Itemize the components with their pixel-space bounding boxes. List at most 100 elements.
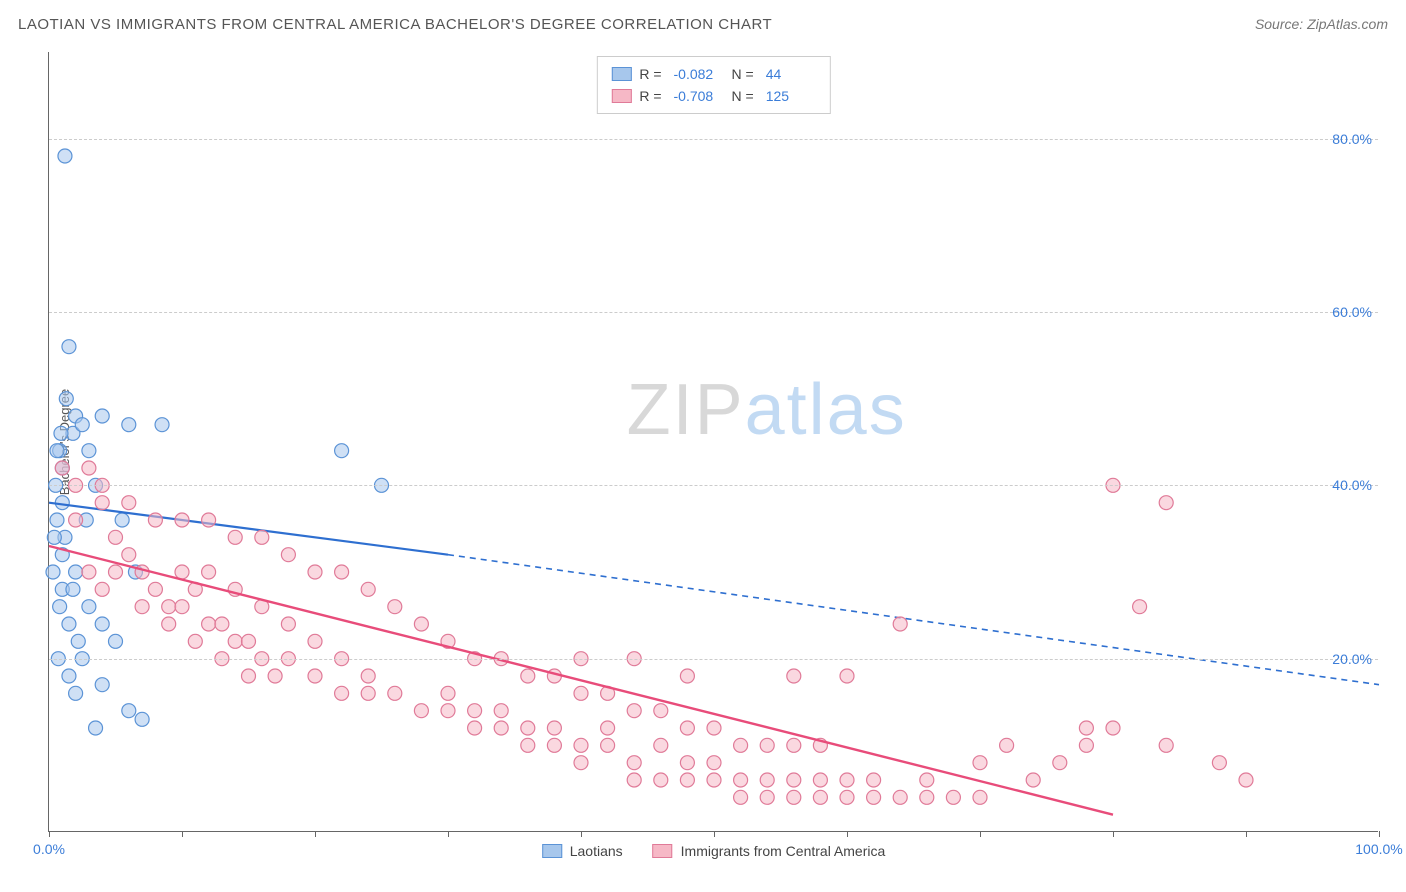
xtick — [448, 831, 449, 837]
xtick — [49, 831, 50, 837]
scatter-point — [75, 418, 89, 432]
scatter-point — [62, 669, 76, 683]
series-legend: Laotians Immigrants from Central America — [542, 843, 886, 859]
scatter-point — [574, 686, 588, 700]
xtick — [581, 831, 582, 837]
xtick-label: 0.0% — [33, 841, 65, 857]
scatter-point — [468, 721, 482, 735]
scatter-point — [82, 565, 96, 579]
scatter-point — [46, 565, 60, 579]
trend-line-solid — [49, 546, 1113, 815]
scatter-point — [441, 686, 455, 700]
scatter-point — [547, 738, 561, 752]
gridline — [49, 659, 1378, 660]
n-value-1: 44 — [766, 63, 816, 85]
scatter-point — [867, 773, 881, 787]
scatter-point — [760, 773, 774, 787]
xtick — [315, 831, 316, 837]
scatter-point — [1239, 773, 1253, 787]
scatter-point — [627, 773, 641, 787]
scatter-point — [521, 721, 535, 735]
scatter-point — [1106, 721, 1120, 735]
scatter-point — [521, 669, 535, 683]
scatter-point — [654, 704, 668, 718]
scatter-point — [268, 669, 282, 683]
scatter-point — [840, 773, 854, 787]
scatter-point — [494, 721, 508, 735]
scatter-point — [109, 634, 123, 648]
scatter-point — [69, 513, 83, 527]
scatter-point — [388, 686, 402, 700]
scatter-point — [148, 582, 162, 596]
xtick — [182, 831, 183, 837]
scatter-point — [82, 600, 96, 614]
n-label-2: N = — [732, 85, 754, 107]
scatter-point — [441, 704, 455, 718]
scatter-point — [162, 600, 176, 614]
r-value-2: -0.708 — [674, 85, 724, 107]
scatter-point — [361, 686, 375, 700]
scatter-point — [122, 548, 136, 562]
scatter-point — [734, 773, 748, 787]
r-value-1: -0.082 — [674, 63, 724, 85]
scatter-point — [95, 496, 109, 510]
scatter-point — [308, 669, 322, 683]
scatter-point — [89, 721, 103, 735]
scatter-point — [361, 669, 375, 683]
scatter-point — [58, 149, 72, 163]
scatter-point — [135, 600, 149, 614]
scatter-point — [82, 461, 96, 475]
scatter-point — [734, 738, 748, 752]
r-label-1: R = — [639, 63, 661, 85]
scatter-point — [281, 548, 295, 562]
scatter-point — [468, 704, 482, 718]
scatter-point — [1133, 600, 1147, 614]
scatter-point — [734, 790, 748, 804]
xtick — [980, 831, 981, 837]
scatter-point — [308, 634, 322, 648]
scatter-point — [95, 409, 109, 423]
xtick — [1113, 831, 1114, 837]
scatter-point — [680, 721, 694, 735]
plot-area: Bachelor's Degree R = -0.082 N = 44 R = … — [48, 52, 1378, 832]
scatter-point — [122, 418, 136, 432]
scatter-point — [627, 756, 641, 770]
gridline — [49, 139, 1378, 140]
scatter-point — [1212, 756, 1226, 770]
scatter-point — [255, 530, 269, 544]
scatter-point — [787, 773, 801, 787]
n-value-2: 125 — [766, 85, 816, 107]
chart-header: LAOTIAN VS IMMIGRANTS FROM CENTRAL AMERI… — [0, 0, 1406, 48]
scatter-point — [388, 600, 402, 614]
scatter-point — [654, 738, 668, 752]
scatter-point — [973, 756, 987, 770]
scatter-point — [547, 721, 561, 735]
legend-bottom-swatch-pink — [653, 844, 673, 858]
scatter-point — [115, 513, 129, 527]
legend-swatch-blue — [611, 67, 631, 81]
chart-title: LAOTIAN VS IMMIGRANTS FROM CENTRAL AMERI… — [18, 16, 772, 33]
scatter-point — [840, 790, 854, 804]
scatter-point — [760, 790, 774, 804]
scatter-point — [148, 513, 162, 527]
scatter-point — [202, 513, 216, 527]
scatter-point — [1159, 738, 1173, 752]
scatter-point — [521, 738, 535, 752]
scatter-point — [601, 721, 615, 735]
scatter-point — [574, 738, 588, 752]
scatter-point — [228, 530, 242, 544]
xtick-label: 100.0% — [1355, 841, 1402, 857]
scatter-point — [494, 704, 508, 718]
scatter-point — [95, 617, 109, 631]
scatter-point — [175, 565, 189, 579]
scatter-point — [627, 704, 641, 718]
legend-swatch-pink — [611, 89, 631, 103]
scatter-point — [335, 686, 349, 700]
scatter-point — [109, 565, 123, 579]
scatter-point — [680, 669, 694, 683]
xtick — [1246, 831, 1247, 837]
scatter-point — [202, 617, 216, 631]
scatter-point — [69, 565, 83, 579]
legend-row-series-2: R = -0.708 N = 125 — [611, 85, 815, 107]
scatter-point — [574, 756, 588, 770]
